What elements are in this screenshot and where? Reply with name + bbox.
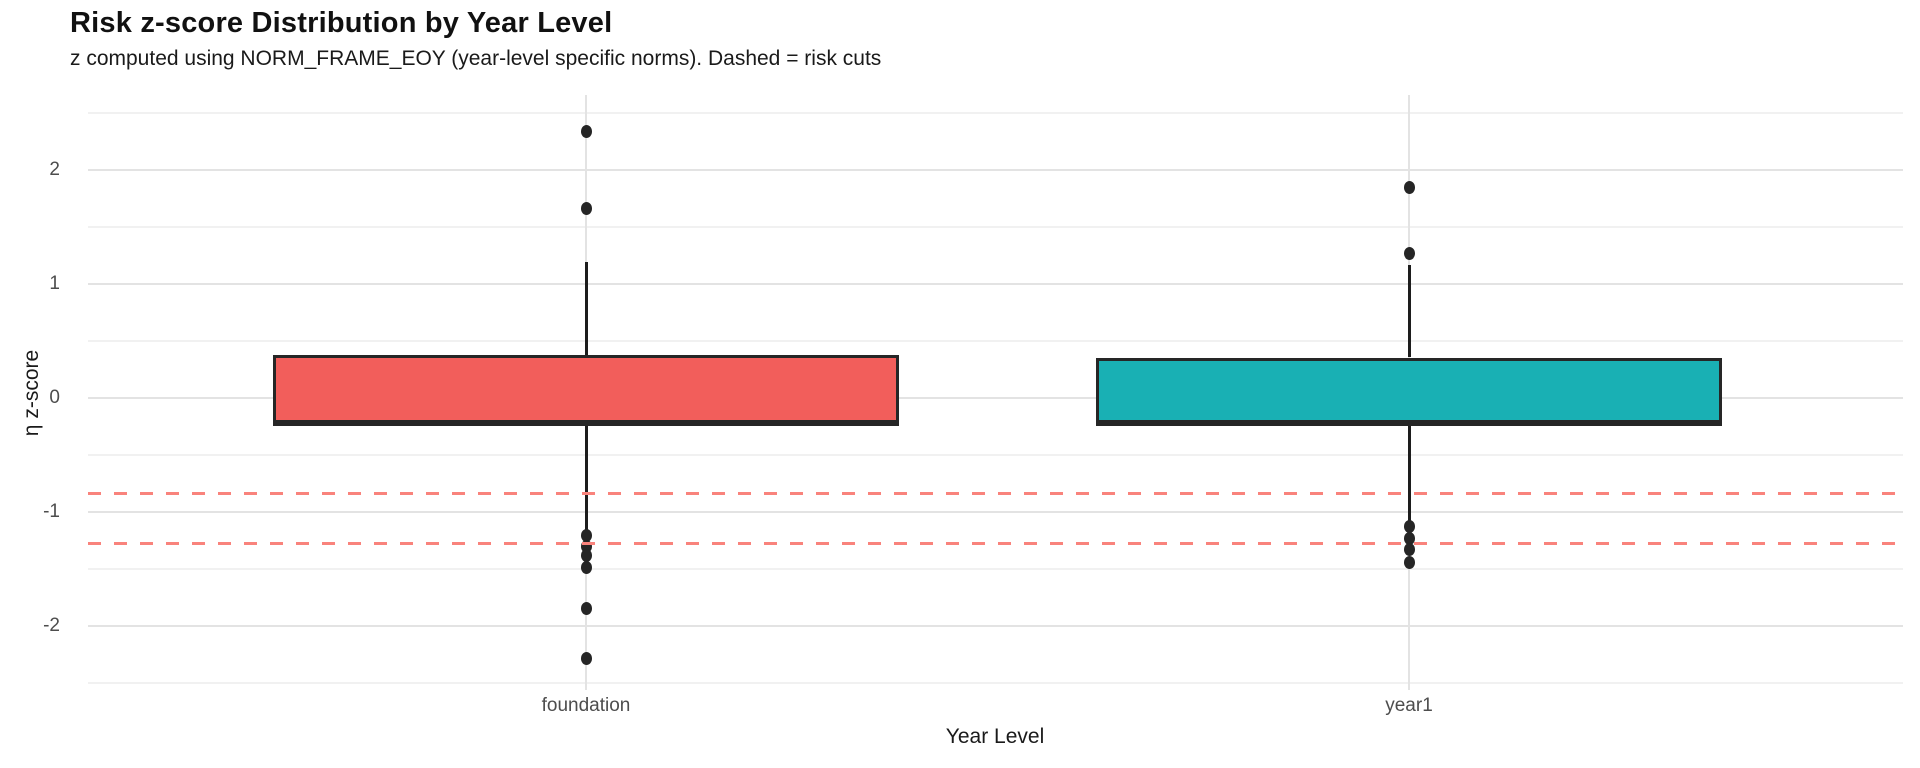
whisker-lower xyxy=(1408,424,1411,523)
outlier-dot xyxy=(581,125,592,138)
y-gridline-major xyxy=(88,625,1903,627)
x-category-label: foundation xyxy=(541,695,631,716)
outlier-dot xyxy=(1404,247,1415,260)
chart-title: Risk z-score Distribution by Year Level xyxy=(70,7,613,39)
whisker-lower xyxy=(585,424,588,530)
y-gridline-major xyxy=(88,511,1903,513)
outlier-dot xyxy=(581,202,592,215)
outlier-dot xyxy=(581,549,592,562)
outlier-dot xyxy=(1404,532,1415,545)
y-tick-label: 0 xyxy=(49,387,60,408)
y-tick-label: 2 xyxy=(49,159,60,180)
outlier-dot xyxy=(1404,520,1415,533)
outlier-dot xyxy=(581,529,592,542)
whisker-upper xyxy=(585,262,588,355)
y-gridline-minor xyxy=(88,568,1903,570)
whisker-upper xyxy=(1408,265,1411,357)
outlier-dot xyxy=(1404,543,1415,556)
y-gridline-major xyxy=(88,397,1903,399)
box-foundation xyxy=(273,355,899,423)
outlier-dot xyxy=(1404,181,1415,194)
outlier-dot xyxy=(581,602,592,615)
y-gridline-major xyxy=(88,169,1903,171)
x-axis-title: Year Level xyxy=(945,725,1045,748)
y-gridline-minor xyxy=(88,112,1903,114)
y-tick-label: -1 xyxy=(43,501,60,522)
median-line xyxy=(1096,420,1722,426)
y-gridline-minor xyxy=(88,454,1903,456)
box-year1 xyxy=(1096,358,1722,424)
y-gridline-minor xyxy=(88,340,1903,342)
y-gridline-minor xyxy=(88,682,1903,684)
y-gridline-minor xyxy=(88,226,1903,228)
outlier-dot xyxy=(581,561,592,574)
chart-subtitle: z computed using NORM_FRAME_EOY (year-le… xyxy=(70,47,882,70)
y-gridline-major xyxy=(88,283,1903,285)
risk-cut-line xyxy=(88,492,1903,495)
y-tick-label: 1 xyxy=(49,273,60,294)
outlier-dot xyxy=(581,540,592,553)
risk-cut-line xyxy=(88,542,1903,545)
outlier-dot xyxy=(1404,556,1415,569)
x-category-label: year1 xyxy=(1385,695,1433,716)
outlier-dot xyxy=(581,652,592,665)
y-tick-label: -2 xyxy=(43,615,60,636)
median-line xyxy=(273,420,899,426)
